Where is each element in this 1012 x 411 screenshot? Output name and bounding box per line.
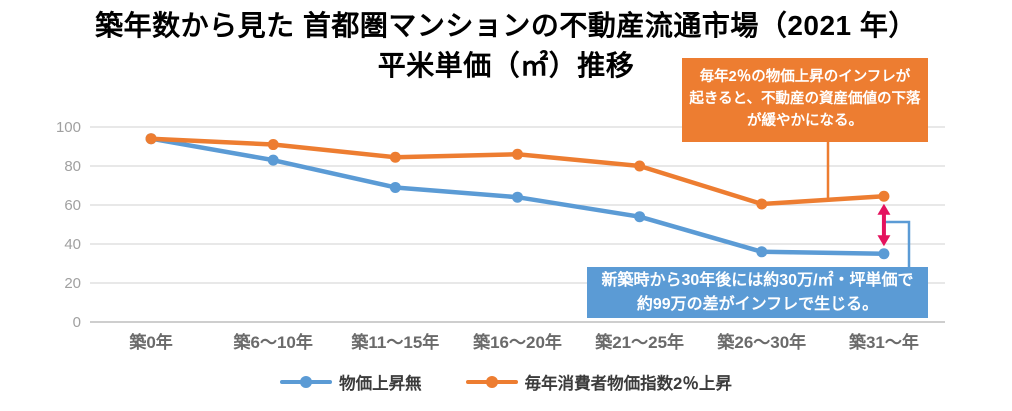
legend-item-cpi-2pct: 毎年消費者物価指数2％上昇 xyxy=(465,370,732,394)
legend-label: 毎年消費者物価指数2％上昇 xyxy=(524,375,732,393)
inflation-annotation: 毎年2％の物価上昇のインフレが 起きると、不動産の資産価値の下落 が緩やかになる… xyxy=(682,58,928,142)
legend-dot-orange xyxy=(485,376,498,388)
gap-arrow-head-up xyxy=(877,203,891,215)
y-tick-label: 100 xyxy=(56,119,81,136)
chart-title: 築年数から見た 首都圏マンションの不動産流通市場（2021 年） 平米単価（㎡）… xyxy=(0,6,1012,86)
x-tick-label: 築26～30年 xyxy=(716,332,806,352)
gap-annotation-connector xyxy=(885,220,911,268)
data-point xyxy=(634,211,646,223)
x-tick-label: 築31～年 xyxy=(848,332,919,352)
data-point xyxy=(634,160,646,172)
x-tick-label: 築21～25年 xyxy=(594,332,684,352)
y-tick-label: 0 xyxy=(73,314,81,331)
data-point xyxy=(389,181,401,193)
legend-dot-blue xyxy=(300,376,313,388)
gap-arrow-head-down xyxy=(877,235,891,247)
chart-title-line1: 築年数から見た 首都圏マンションの不動産流通市場（2021 年） xyxy=(95,10,917,41)
legend-item-no-inflation: 物価上昇無 xyxy=(280,370,422,394)
chart-title-line2: 平米単価（㎡）推移 xyxy=(377,50,635,81)
legend-label: 物価上昇無 xyxy=(339,375,422,393)
x-tick-label: 築11～15年 xyxy=(350,332,439,352)
y-tick-label: 80 xyxy=(64,158,81,175)
data-point xyxy=(756,246,768,258)
data-point xyxy=(756,198,768,210)
gap-annotation: 新築時から30年後には約30万/㎡・坪単価で 約99万の差がインフレで生じる。 xyxy=(587,267,928,318)
y-tick-label: 20 xyxy=(64,275,81,292)
legend-line-marker-orange xyxy=(465,376,518,388)
data-point xyxy=(512,191,523,203)
data-point xyxy=(145,133,157,145)
x-tick-label: 築6～10年 xyxy=(233,332,313,352)
x-tick-label: 築16～20年 xyxy=(472,332,562,352)
data-point xyxy=(267,154,279,166)
y-tick-label: 60 xyxy=(64,197,81,214)
chart-legend: 物価上昇無 毎年消費者物価指数2％上昇 xyxy=(0,370,1012,394)
x-tick-label: 築0年 xyxy=(128,332,172,352)
data-point xyxy=(512,148,523,160)
data-point xyxy=(389,151,401,163)
legend-line-marker-blue xyxy=(280,376,333,388)
y-tick-label: 40 xyxy=(64,236,81,253)
data-point xyxy=(267,139,279,151)
data-point xyxy=(878,248,890,260)
data-point xyxy=(878,190,890,202)
